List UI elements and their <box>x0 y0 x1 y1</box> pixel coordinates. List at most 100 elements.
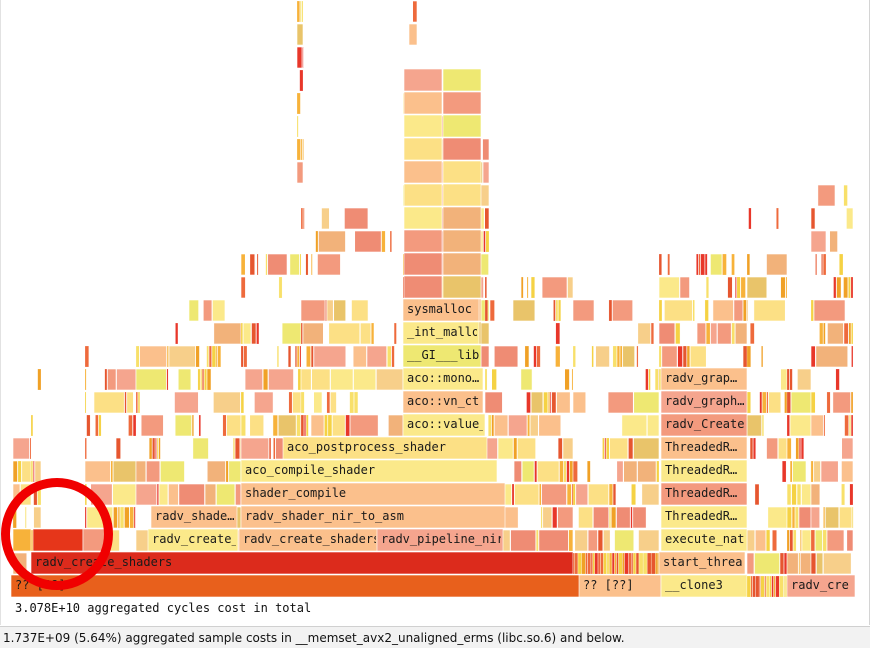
frame-block[interactable] <box>533 345 537 368</box>
frame-block[interactable] <box>632 506 647 529</box>
frame-block[interactable] <box>575 483 589 506</box>
frame-block[interactable] <box>351 299 369 322</box>
frame-block[interactable] <box>823 414 826 437</box>
frame-block[interactable] <box>403 160 443 184</box>
frame-block[interactable] <box>664 299 693 322</box>
frame-block[interactable] <box>821 253 823 276</box>
frame-block[interactable] <box>817 184 836 207</box>
frame-sliver[interactable] <box>779 575 784 598</box>
frame-block[interactable] <box>833 276 837 299</box>
frame-block[interactable] <box>317 253 341 276</box>
frame-block[interactable] <box>799 437 801 460</box>
frame-block[interactable] <box>262 368 269 391</box>
frame-block[interactable] <box>633 391 660 414</box>
frame-block[interactable] <box>534 460 537 483</box>
frame-block[interactable] <box>571 483 574 506</box>
frame-block[interactable] <box>168 345 196 368</box>
frame-sliver[interactable] <box>759 575 761 598</box>
frame-sliver[interactable] <box>616 552 619 575</box>
frame-block[interactable] <box>510 529 537 552</box>
frame-block[interactable] <box>402 298 480 322</box>
frame-block[interactable] <box>655 368 659 391</box>
frame-block[interactable] <box>553 299 556 322</box>
frame-block[interactable] <box>311 253 313 276</box>
frame-block[interactable] <box>299 69 304 92</box>
frame-block[interactable] <box>140 414 164 437</box>
frame-block[interactable] <box>240 345 244 368</box>
frame-block[interactable] <box>543 391 549 414</box>
frame-block[interactable] <box>213 391 241 414</box>
frame-sliver[interactable] <box>631 552 633 575</box>
frame-block[interactable] <box>135 345 140 368</box>
frame-block[interactable] <box>851 345 854 368</box>
frame-block[interactable] <box>710 322 718 345</box>
frame-block[interactable] <box>278 276 283 299</box>
frame-block[interactable] <box>491 368 497 391</box>
frame-block[interactable] <box>572 299 595 322</box>
frame-block[interactable] <box>310 414 325 437</box>
frame-sliver[interactable] <box>657 552 659 575</box>
frame-block[interactable] <box>841 437 854 460</box>
frame-block[interactable] <box>558 299 561 322</box>
frame-block[interactable] <box>786 414 790 437</box>
frame-block[interactable] <box>20 483 32 506</box>
frame-block[interactable] <box>402 321 480 345</box>
frame-block[interactable] <box>810 391 816 414</box>
frame-block[interactable] <box>202 299 213 322</box>
frame-block[interactable] <box>299 253 302 276</box>
frame-block[interactable] <box>750 437 753 460</box>
frame-block[interactable] <box>514 483 540 506</box>
frame-block[interactable] <box>733 299 744 322</box>
frame-block[interactable] <box>790 391 812 414</box>
frame-block[interactable] <box>484 391 503 414</box>
frame-block[interactable] <box>354 391 359 414</box>
frame-block[interactable] <box>823 322 826 345</box>
frame-block[interactable] <box>197 368 201 391</box>
frame-sliver[interactable] <box>585 552 588 575</box>
frame-block[interactable] <box>791 483 797 506</box>
frame-block[interactable] <box>696 322 707 345</box>
frame-sliver[interactable] <box>760 575 765 598</box>
frame-sliver[interactable] <box>647 552 652 575</box>
frame-sliver[interactable] <box>609 552 612 575</box>
frame-block[interactable] <box>488 414 492 437</box>
frame-sliver[interactable] <box>633 552 636 575</box>
frame-block[interactable] <box>835 368 840 391</box>
frame-block[interactable] <box>147 528 239 552</box>
frame-block[interactable] <box>746 414 762 437</box>
frame-block[interactable] <box>617 345 620 368</box>
frame-block[interactable] <box>841 460 854 483</box>
frame-block[interactable] <box>660 482 748 506</box>
frame-block[interactable] <box>30 414 34 437</box>
frame-block[interactable] <box>376 368 404 391</box>
frame-block[interactable] <box>789 414 812 437</box>
frame-block[interactable] <box>302 322 324 345</box>
frame-block[interactable] <box>84 437 87 460</box>
frame-block[interactable] <box>813 460 821 483</box>
frame-block[interactable] <box>839 253 844 276</box>
frame-block[interactable] <box>485 230 490 253</box>
frame-block[interactable] <box>217 345 221 368</box>
frame-block[interactable] <box>133 414 137 437</box>
frame-block[interactable] <box>442 91 482 115</box>
frame-block[interactable] <box>249 414 265 437</box>
frame-block[interactable] <box>734 322 748 345</box>
frame-block[interactable] <box>660 528 748 552</box>
frame-block[interactable] <box>768 391 782 414</box>
frame-block[interactable] <box>349 391 354 414</box>
frame-block[interactable] <box>288 391 293 414</box>
frame-block[interactable] <box>637 322 651 345</box>
frame-block[interactable] <box>12 528 32 552</box>
frame-block[interactable] <box>292 391 302 414</box>
frame-block[interactable] <box>810 552 817 575</box>
frame-block[interactable] <box>776 207 779 230</box>
frame-block[interactable] <box>780 368 788 391</box>
frame-block[interactable] <box>541 483 567 506</box>
frame-block[interactable] <box>206 345 209 368</box>
frame-block[interactable] <box>704 299 709 322</box>
frame-block[interactable] <box>762 391 767 414</box>
frame-block[interactable] <box>746 552 755 575</box>
frame-block[interactable] <box>299 345 302 368</box>
frame-block[interactable] <box>296 161 304 184</box>
frame-block[interactable] <box>623 460 638 483</box>
